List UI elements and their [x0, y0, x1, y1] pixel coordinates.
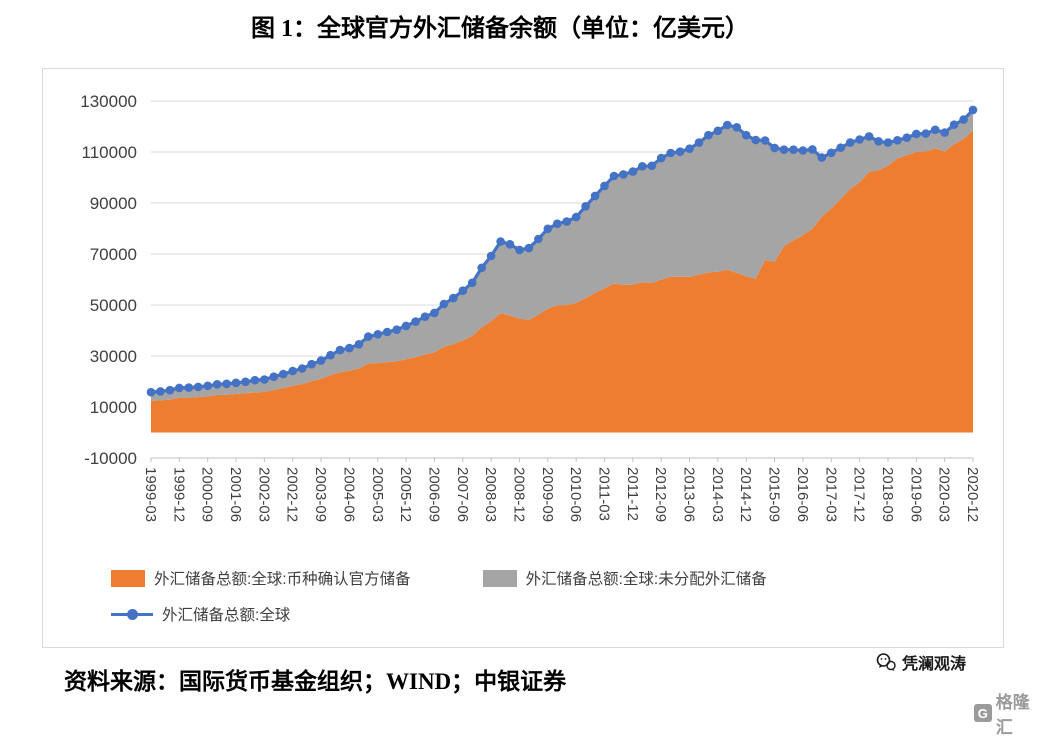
gelonghui-icon: G [974, 704, 992, 722]
source-note: 资料来源：国际货币基金组织；WIND；中银证券 [64, 669, 567, 694]
legend-row-2: 外汇储备总额:全球 [111, 603, 991, 625]
svg-text:2004-06: 2004-06 [340, 467, 357, 522]
svg-text:2003-09: 2003-09 [312, 467, 329, 522]
svg-text:2002-12: 2002-12 [284, 467, 301, 522]
svg-text:2015-09: 2015-09 [766, 467, 783, 522]
svg-text:30000: 30000 [90, 347, 137, 366]
svg-text:2014-12: 2014-12 [737, 467, 754, 522]
svg-text:2007-06: 2007-06 [454, 467, 471, 522]
svg-text:10000: 10000 [90, 398, 137, 417]
svg-text:1999-03: 1999-03 [142, 467, 159, 522]
svg-text:2017-12: 2017-12 [851, 467, 868, 522]
legend-item-total: 外汇储备总额:全球 [111, 603, 290, 625]
svg-text:130000: 130000 [80, 92, 137, 111]
svg-text:2018-09: 2018-09 [879, 467, 896, 522]
reserves-chart: -10000 10000 30000 50000 70000 90000 110000 130… [42, 68, 1004, 648]
svg-text:2010-06: 2010-06 [567, 467, 584, 522]
svg-text:2011-12: 2011-12 [624, 467, 641, 521]
svg-text:2008-03: 2008-03 [482, 467, 499, 522]
plot-area: -10000 10000 30000 50000 70000 90000 110000 130… [80, 92, 981, 522]
watermark-text: 凭澜观涛 [902, 656, 967, 673]
svg-text:2017-03: 2017-03 [822, 467, 839, 522]
gelonghui-text: 格隆汇 [995, 693, 1030, 737]
svg-text:2006-09: 2006-09 [425, 467, 442, 522]
svg-text:2020-12: 2020-12 [964, 467, 981, 522]
unallocated-swatch-icon [482, 569, 517, 587]
svg-text:2020-03: 2020-03 [936, 467, 953, 522]
svg-text:2009-09: 2009-09 [539, 467, 556, 522]
watermark: 凭澜观涛 [876, 650, 966, 674]
total-line-marker-icon [111, 608, 153, 620]
svg-text:50000: 50000 [90, 296, 137, 315]
gelonghui-logo: G 格隆汇 [974, 688, 1046, 738]
svg-text:2005-03: 2005-03 [369, 467, 386, 522]
allocated-swatch-icon [111, 569, 145, 587]
legend-item-allocated: 外汇储备总额:全球:币种确认官方储备 [111, 567, 411, 589]
legend-label-allocated: 外汇储备总额:全球:币种确认官方储备 [154, 571, 411, 588]
svg-text:2013-06: 2013-06 [681, 467, 698, 522]
svg-text:2016-06: 2016-06 [794, 467, 811, 522]
svg-text:2011-03: 2011-03 [596, 467, 613, 521]
chat-bubbles-icon [876, 653, 896, 671]
svg-text:2014-03: 2014-03 [709, 467, 726, 522]
legend-item-unallocated: 外汇储备总额:全球:未分配外汇储备 [482, 567, 767, 589]
svg-text:2000-09: 2000-09 [199, 467, 216, 522]
legend: 外汇储备总额:全球:币种确认官方储备 外汇储备总额:全球:未分配外汇储备 外汇储… [111, 567, 991, 639]
svg-text:2008-12: 2008-12 [511, 467, 528, 522]
legend-label-total: 外汇储备总额:全球 [162, 607, 291, 624]
svg-text:2001-06: 2001-06 [227, 467, 244, 522]
svg-text:110000: 110000 [82, 143, 137, 162]
svg-text:2005-12: 2005-12 [397, 467, 414, 522]
legend-row-1: 外汇储备总额:全球:币种确认官方储备 外汇储备总额:全球:未分配外汇储备 [111, 567, 991, 589]
svg-text:1999-12: 1999-12 [170, 467, 187, 522]
svg-text:-10000: -10000 [84, 449, 137, 468]
svg-text:2002-03: 2002-03 [255, 467, 272, 522]
legend-label-unallocated: 外汇储备总额:全球:未分配外汇储备 [525, 571, 767, 588]
svg-text:90000: 90000 [90, 194, 137, 213]
svg-text:2019-06: 2019-06 [907, 467, 924, 522]
svg-text:2012-09: 2012-09 [652, 467, 669, 522]
chart-title: 图 1：全球官方外汇储备余额（单位：亿美元） [251, 16, 749, 42]
svg-text:70000: 70000 [90, 245, 137, 264]
